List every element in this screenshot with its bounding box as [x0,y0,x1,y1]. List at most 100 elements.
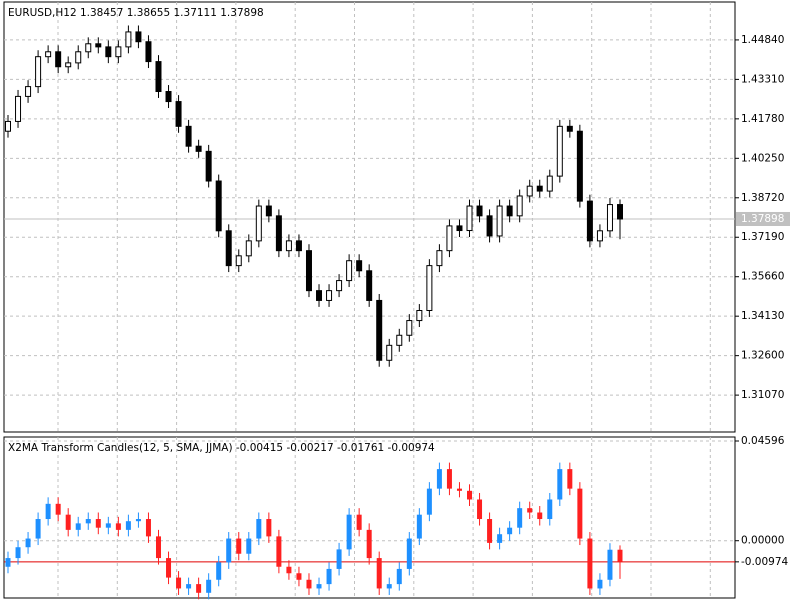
candle-body [5,120,11,132]
candle-body [526,185,533,197]
y-tick-label: 1.31070 [741,389,784,401]
candle-body [406,538,412,569]
y-tick-label: 1.40250 [741,152,784,164]
candle-body [25,538,31,548]
candle-body [396,334,403,346]
y-tick-label: 1.44840 [741,34,784,46]
y-tick-label: 1.34130 [741,310,784,322]
candle-body [596,230,603,242]
y-tick-label: 0.00000 [741,535,784,547]
candle-body [165,91,172,103]
panel-frame [3,1,736,433]
candle-body [5,558,11,567]
candle-body [446,469,452,489]
candle-body [155,536,161,559]
candle-body [537,512,543,520]
y-tick-label: 1.35660 [741,271,784,283]
candle-body [286,566,292,574]
candle-body [416,514,422,539]
candle-body [55,51,62,68]
candle-body [586,200,593,242]
candle-body [176,577,182,589]
candle-body [225,230,232,267]
candle-body [607,549,613,580]
panel-title: EURUSD,H12 1.38457 1.38655 1.37111 1.378… [8,7,264,19]
candle-body [85,519,91,524]
candle-body [45,51,52,58]
candle-body [95,519,101,528]
candle-body [215,180,222,232]
candle-body [406,320,413,336]
candle-body [245,240,252,257]
candle-body [226,538,232,563]
candle-body [196,584,202,593]
candle-body [346,514,352,550]
candle-body [206,579,212,593]
candle-body [55,503,61,515]
candle-body [506,205,513,217]
y-tick-label: 0.04596 [741,435,785,447]
candle-body [467,490,473,500]
candle-body [316,290,323,301]
candle-body [236,538,242,554]
candle-body [125,521,131,530]
candle-body [326,290,333,301]
candle-body [186,584,192,589]
candle-body [436,469,442,489]
candle-body [235,255,242,267]
candle-body [125,31,132,48]
candle-body [426,488,432,515]
candle-body [446,225,453,252]
candle-body [276,536,282,567]
candle-body [486,215,493,237]
y-tick-label: 1.43310 [741,73,784,85]
candle-body [65,514,71,530]
candle-body [135,519,141,522]
candle-body [65,62,72,68]
candle-body [456,488,462,491]
candle-body [275,215,282,252]
candle-body [557,469,563,500]
candle-body [255,205,262,242]
candle-body [115,46,122,58]
candle-body [336,549,342,569]
last-value-box [736,211,790,226]
candle-body [386,344,393,361]
candle-body [536,185,543,192]
y-tick-label: 1.37190 [741,231,784,243]
candle-body [577,488,583,539]
candle-body [105,523,111,528]
candle-body [356,514,362,530]
candle-body [546,175,553,192]
candle-body [476,205,483,217]
candle-body [75,51,82,64]
candle-body [426,265,433,312]
candle-body [135,31,142,43]
candle-body [145,519,151,537]
candle-body [436,250,443,267]
candle-body [256,519,262,539]
candle-body [266,519,272,537]
candle-body [25,86,32,97]
candle-body [516,195,523,217]
candle-body [185,125,192,147]
y-tick-label: 1.32600 [741,350,784,362]
candle-body [376,558,382,589]
candle-body [295,240,302,252]
candle-body [566,125,573,132]
candle-body [265,205,272,217]
candle-body [205,150,212,182]
candle-body [487,519,493,543]
candle-body [326,568,332,585]
candle-body [556,125,563,177]
candle-body [316,584,322,589]
y-tick-label: 1.38720 [741,192,784,204]
candle-body [496,205,503,237]
candle-body [85,43,92,53]
candle-body [396,568,402,585]
candle-body [617,204,623,220]
panel-frame [3,436,736,599]
candle-body [115,523,121,530]
candle-body [587,538,593,589]
